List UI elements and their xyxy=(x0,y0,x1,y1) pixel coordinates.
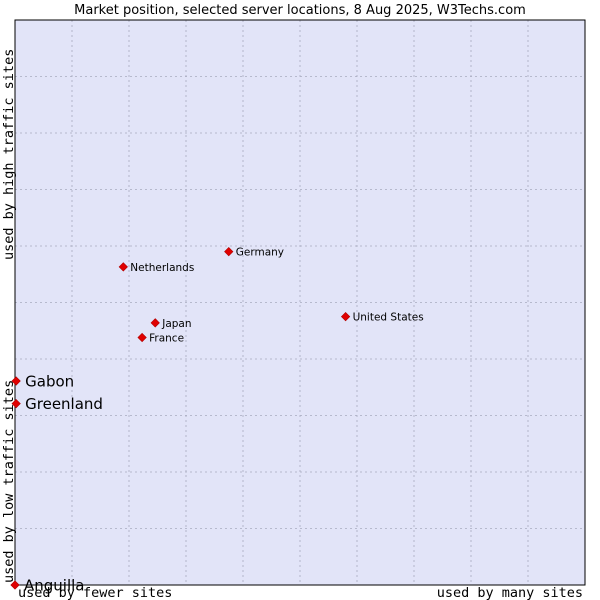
point-marker-united-states xyxy=(340,312,351,322)
point-marker-gabon xyxy=(11,376,21,386)
point-marker-greenland xyxy=(11,399,21,409)
grid xyxy=(15,20,585,585)
x-axis-label-high: used by many sites xyxy=(437,585,583,600)
point-label-anguilla: Anguilla xyxy=(24,577,85,595)
point-label-gabon: Gabon xyxy=(25,373,74,391)
x-axis-label-low: used by fewer sites xyxy=(18,585,172,600)
point-label-greenland: Greenland xyxy=(25,395,103,413)
point-marker-japan xyxy=(150,318,160,328)
plot-border xyxy=(14,19,586,586)
point-label-france: France xyxy=(149,333,184,345)
point-label-united-states: United States xyxy=(353,312,424,324)
point-marker-france xyxy=(137,332,147,343)
point-label-japan: Japan xyxy=(161,318,191,330)
point-label-netherlands: Netherlands xyxy=(130,262,194,274)
point-marker-netherlands xyxy=(118,262,128,272)
y-axis-label-high: used by high traffic sites xyxy=(1,49,17,260)
point-marker-anguilla xyxy=(10,580,20,590)
point-label-germany: Germany xyxy=(236,247,284,259)
chart-title: Market position, selected server locatio… xyxy=(74,3,526,18)
y-axis-label-low: used by low traffic sites xyxy=(1,380,17,583)
data-points: United States Germany Netherlands Japan Fran… xyxy=(10,247,424,595)
point-marker-germany xyxy=(224,247,234,257)
